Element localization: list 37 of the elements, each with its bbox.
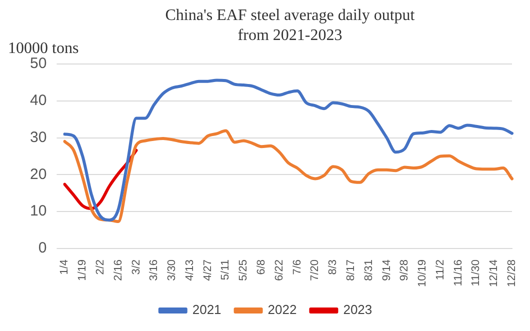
x-tick-label: 7/6 [291,259,304,275]
x-tick-label: 8/31 [362,259,375,281]
x-tick-label: 9/28 [398,259,411,281]
x-tick-label: 7/20 [309,259,322,281]
x-tick-label: 5/11 [220,259,232,280]
x-tick-label: 11/2 [434,259,446,280]
x-tick-label: 11/16 [452,259,464,286]
legend-label: 2022 [268,302,297,318]
y-tick-label: 20 [30,166,47,183]
x-tick-label: 6/8 [256,259,268,275]
x-tick-label: 2/16 [112,259,124,281]
x-tick-label: 3/2 [130,259,142,275]
x-tick-label: 4/13 [184,259,196,281]
x-tick-label: 9/14 [380,259,393,281]
x-tick-label: 12/14 [488,259,500,288]
x-tick-label: 3/16 [148,259,160,281]
x-tick-label: 10/19 [416,259,429,288]
x-tick-label: 6/22 [273,259,286,281]
y-tick-label: 40 [30,92,47,110]
x-tick-label: 8/17 [345,259,357,281]
y-axis-title: 10000 tons [8,40,79,58]
x-tick-label: 2/2 [94,259,106,275]
x-tick-label: 4/27 [202,259,214,281]
x-tick-label: 3/30 [166,259,178,281]
y-tick-label: 50 [30,55,47,72]
chart-title: China's EAF steel average daily output from 2021-2023 [164,6,416,46]
legend-label: 2021 [192,302,222,318]
x-tick-label: 11/30 [470,259,482,286]
legend-label: 2023 [343,302,372,318]
x-tick-label: 5/25 [238,259,250,281]
y-tick-label: 0 [38,240,47,257]
x-tick-label: 1/19 [76,259,89,281]
x-tick-label: 12/28 [506,259,518,288]
x-tick-label: 1/4 [58,259,71,275]
x-tick-label: 8/3 [327,259,340,275]
y-tick-label: 30 [30,128,47,146]
y-tick-label: 10 [30,202,47,220]
